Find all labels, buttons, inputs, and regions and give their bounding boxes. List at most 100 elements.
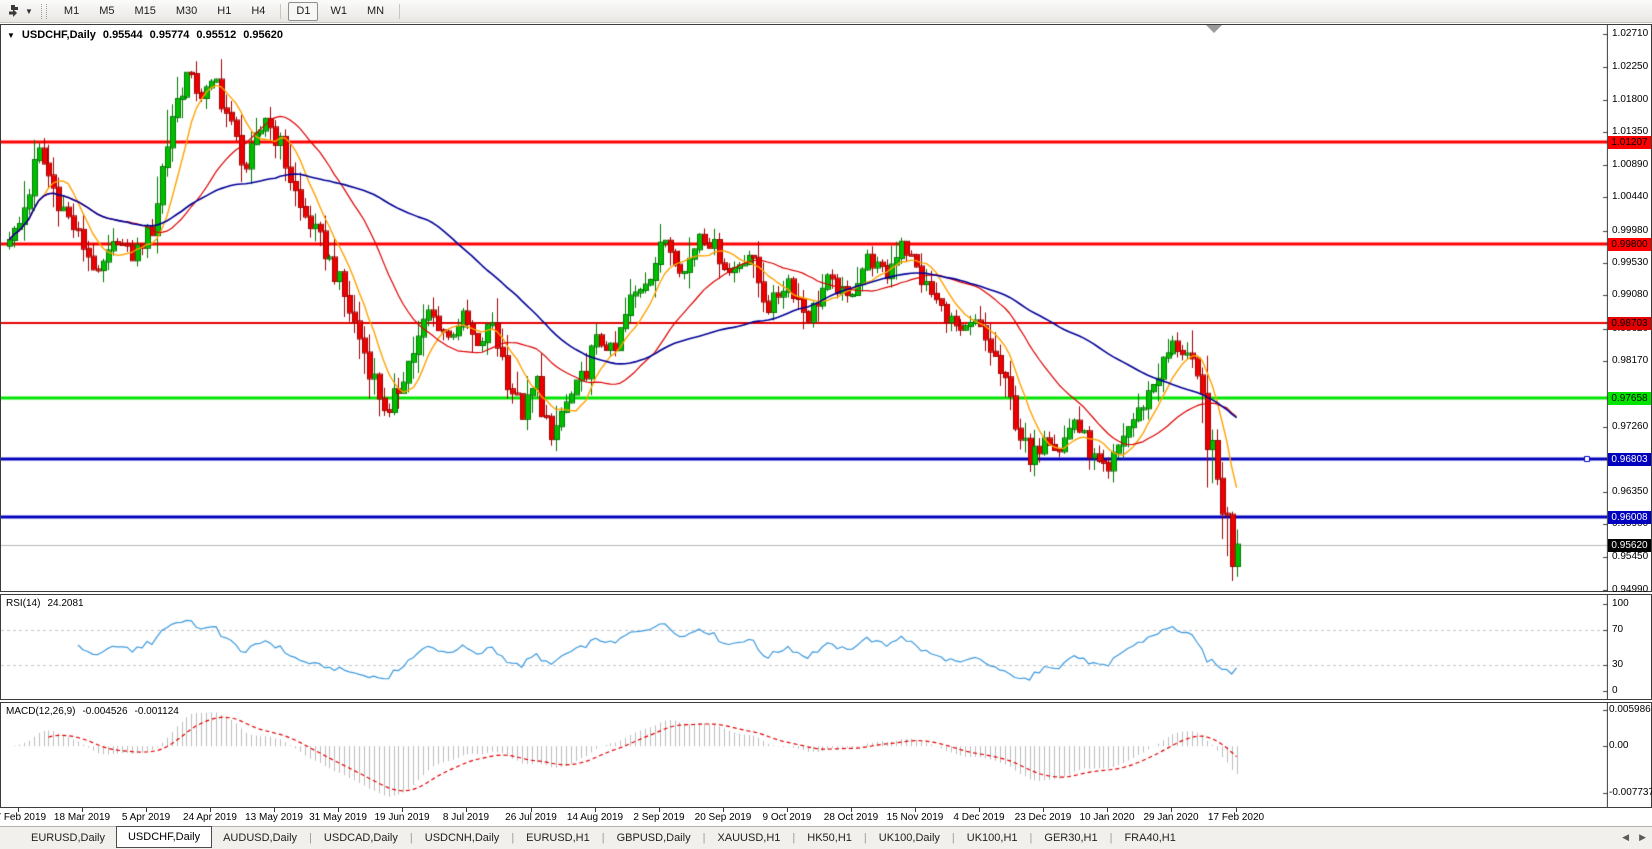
price-tick-label: 1.00890 (1612, 159, 1649, 171)
price-tick-label: 0.99980 (1612, 224, 1649, 236)
toolbar-separator (280, 3, 282, 19)
ohlc-low: 0.95512 (196, 29, 237, 41)
date-label: 31 May 2019 (309, 812, 367, 823)
rsi-canvas[interactable] (1, 595, 1608, 699)
ohlc-close: 0.95620 (243, 29, 283, 41)
chart-tab-hk50-h1[interactable]: HK50,H1 (807, 832, 852, 844)
tab-divider: | (792, 832, 796, 844)
timeframe-button-m1[interactable]: M1 (63, 4, 80, 17)
toolbar-grip-handle[interactable] (40, 3, 47, 19)
rsi-scale-label: 70 (1612, 624, 1624, 636)
date-label: 15 Nov 2019 (886, 812, 944, 823)
macd-scale-label: 0.00 (1609, 740, 1629, 752)
timeframe-buttons: M1 M5 M15 M30 H1 H4 D1 W1 MN (54, 1, 405, 21)
date-label: 14 Aug 2019 (566, 812, 624, 823)
date-tick (531, 808, 532, 812)
date-label: 18 Mar 2019 (53, 812, 111, 823)
chart-tab-xauusd-h1[interactable]: XAUUSD,H1 (717, 832, 781, 844)
date-label: 23 Dec 2019 (1014, 812, 1072, 823)
chart-tab-eurusd-daily[interactable]: EURUSD,Daily (31, 832, 105, 844)
chart-collapse-caret-icon[interactable]: ▼ (7, 30, 15, 40)
macd-scale-label: 0.005986 (1609, 704, 1651, 715)
price-tick-label: 0.99080 (1612, 289, 1649, 301)
rsi-scale-label: 30 (1612, 658, 1624, 670)
hline-price-badge: 0.99800 (1608, 237, 1651, 251)
date-tick (851, 808, 852, 812)
date-tick (787, 808, 788, 812)
chart-arrows-icon-svg (9, 5, 18, 17)
chart-tab-audusd-daily[interactable]: AUDUSD,Daily (223, 832, 298, 844)
tab-divider: | (601, 832, 605, 844)
main-chart-panel: ▼ USDCHF,Daily 0.95544 0.95774 0.95512 0… (0, 24, 1652, 595)
date-label: 28 Oct 2019 (823, 812, 879, 823)
timeframe-button-h4[interactable]: H4 (251, 4, 266, 17)
price-tick-label: 0.96350 (1612, 486, 1649, 498)
price-tick-label: 0.95900 (1612, 518, 1649, 530)
price-tick-label: 1.01800 (1612, 93, 1649, 105)
chart-header: ▼ USDCHF,Daily 0.95544 0.95774 0.95512 0… (7, 29, 283, 41)
tab-scroll-controls: ◀ ▶ (1622, 832, 1646, 843)
date-tick (402, 808, 403, 812)
date-label: 4 Dec 2019 (953, 812, 1005, 823)
date-label: 9 Oct 2019 (762, 812, 812, 823)
tab-divider: | (409, 832, 413, 844)
date-label: 24 Apr 2019 (183, 812, 237, 823)
macd-panel: MACD(12,26,9) -0.004526 -0.001124 0.0059… (0, 702, 1652, 808)
macd-label: MACD(12,26,9) (6, 706, 76, 717)
timeframe-button-d1[interactable]: D1 (288, 1, 319, 21)
macd-scale-label: -0.007737 (1609, 787, 1652, 798)
date-tick (18, 808, 19, 812)
rsi-label: RSI(14) (6, 598, 41, 609)
timeframe-button-m15[interactable]: M15 (134, 4, 156, 17)
macd-header: MACD(12,26,9) -0.004526 -0.001124 (6, 706, 179, 717)
scroll-tabs-right-button[interactable]: ▶ (1639, 832, 1646, 842)
rsi-value: 24.2081 (47, 598, 84, 609)
chart-tab-uk100-daily[interactable]: UK100,Daily (878, 832, 940, 844)
price-tick-label: 0.94990 (1612, 584, 1649, 595)
timeframe-button-h1[interactable]: H1 (217, 4, 232, 17)
date-tick (338, 808, 339, 812)
timeframe-button-m5[interactable]: M5 (99, 4, 115, 17)
chart-shift-marker-icon[interactable] (1206, 25, 1222, 33)
timeframe-button-mn[interactable]: MN (366, 4, 385, 17)
rsi-scale-label: 0 (1612, 685, 1618, 696)
chart-tab-bar: EURUSD,Daily USDCHF,Daily AUDUSD,Daily | USD… (0, 825, 1652, 849)
date-label: 26 Jul 2019 (505, 812, 557, 823)
hline-price-badge: 0.96803 (1608, 453, 1651, 467)
chart-mode-dropdown-caret-icon[interactable]: ▼ (25, 6, 33, 16)
date-tick (466, 808, 467, 812)
date-tick (210, 808, 211, 812)
date-label: 13 May 2019 (245, 812, 303, 823)
date-label: 2 Sep 2019 (633, 812, 685, 823)
tab-divider: | (1109, 832, 1113, 844)
ohlc-open: 0.95544 (102, 29, 143, 41)
chart-tab-eurusd-h1[interactable]: EURUSD,H1 (526, 832, 590, 844)
rsi-header: RSI(14) 24.2081 (6, 598, 84, 609)
chart-tab-usdcad-daily[interactable]: USDCAD,Daily (323, 832, 398, 844)
date-tick (1107, 808, 1108, 812)
date-tick (723, 808, 724, 812)
date-tick (274, 808, 275, 812)
macd-canvas[interactable] (1, 703, 1608, 807)
date-label: 8 Jul 2019 (442, 812, 490, 823)
rsi-panel: RSI(14) 24.2081 100 70 30 0 (0, 594, 1652, 700)
main-price-canvas[interactable] (1, 25, 1608, 591)
date-tick (146, 808, 147, 812)
date-label: 27 Feb 2019 (0, 812, 47, 823)
chart-tab-ger30-h1[interactable]: GER30,H1 (1044, 832, 1098, 844)
timeframe-button-w1[interactable]: W1 (330, 4, 347, 17)
chart-tab-uk100-h1[interactable]: UK100,H1 (966, 832, 1018, 844)
date-label: 17 Feb 2020 (1207, 812, 1265, 823)
date-tick (82, 808, 83, 812)
timeframe-button-m30[interactable]: M30 (175, 4, 198, 17)
date-tick (1171, 808, 1172, 812)
scroll-tabs-left-button[interactable]: ◀ (1622, 832, 1630, 842)
macd-value-signal: -0.001124 (134, 706, 179, 717)
chart-tab-fra40-h1[interactable]: FRA40,H1 (1124, 832, 1176, 844)
hline-price-badge: 0.98703 (1608, 316, 1651, 330)
chart-tab-gbpusd-daily[interactable]: GBPUSD,Daily (616, 832, 691, 844)
chart-arrows-icon[interactable] (6, 3, 22, 19)
chart-tab-usdcnh-daily[interactable]: USDCNH,Daily (424, 832, 500, 844)
chart-tab-usdchf-daily[interactable]: USDCHF,Daily (115, 825, 213, 848)
price-tick-label: 1.02710 (1612, 28, 1649, 39)
